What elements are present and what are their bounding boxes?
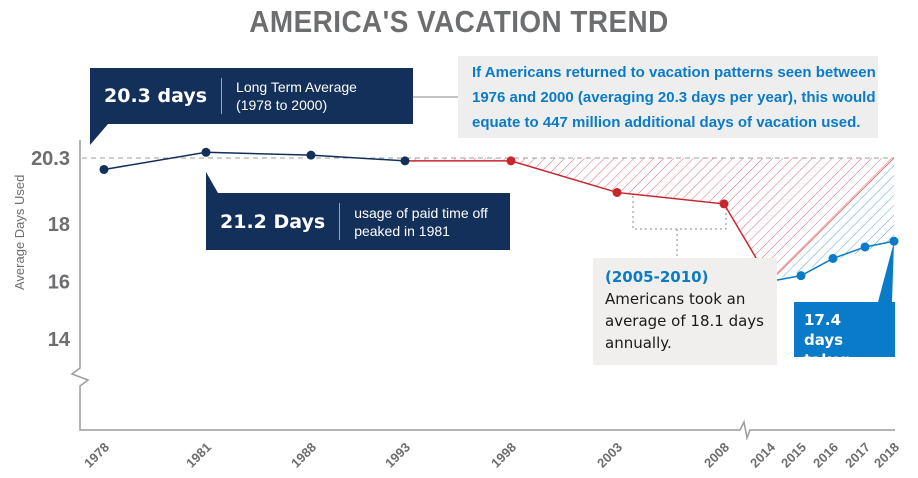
- y-tick-label: 14: [48, 329, 71, 351]
- peak-value: 21.2 Days: [220, 210, 326, 233]
- peak-callout: 21.2 Days usage of paid time off peaked i…: [206, 193, 510, 250]
- y-tick-label: 16: [48, 271, 70, 293]
- gap-area-red: [405, 158, 894, 282]
- data-point-1981: [201, 147, 211, 157]
- divider: [221, 78, 223, 114]
- y-axis-label: Average Days Used: [12, 175, 27, 290]
- period-callout: (2005-2010) Americans took an average of…: [593, 258, 777, 365]
- bracket: [632, 196, 727, 230]
- data-point-2003: [612, 187, 622, 197]
- x-tick-label: 1993: [382, 440, 413, 471]
- data-point-2018: [889, 236, 899, 246]
- x-tick-label: 2016: [810, 440, 841, 471]
- y-tick-label: 20.3: [31, 148, 70, 170]
- y-tick-label: 18: [48, 214, 70, 236]
- data-point-1988: [306, 150, 316, 160]
- recent-callout: 17.4 days taken: [794, 302, 895, 369]
- data-point-2015: [796, 271, 806, 281]
- period-text: Americans took an average of 18.1 days a…: [605, 290, 764, 352]
- data-point-2016: [828, 253, 838, 263]
- chart-title: AMERICA'S VACATION TREND: [249, 4, 669, 39]
- summary-note: If Americans returned to vacation patter…: [458, 56, 878, 138]
- callout-pointer: [206, 172, 218, 193]
- x-tick-label: 1998: [488, 440, 519, 471]
- x-tick-label: 2014: [747, 439, 779, 471]
- average-range: (1978 to 2000): [236, 97, 328, 113]
- average-callout: 20.3 days Long Term Average (1978 to 2000…: [90, 68, 413, 124]
- x-tick-label: 1978: [81, 440, 112, 471]
- data-point-2017: [860, 242, 870, 252]
- x-tick-label: 2003: [594, 440, 625, 471]
- callout-pointer: [90, 124, 108, 145]
- hatch-border: [769, 157, 895, 282]
- period-heading: (2005-2010): [605, 268, 709, 286]
- data-point-1978: [99, 164, 109, 174]
- average-label: Long Term Average: [236, 79, 357, 95]
- x-tick-label: 2018: [871, 440, 902, 471]
- data-point-1998: [506, 156, 516, 166]
- divider: [339, 203, 341, 240]
- recent-line1: 17.4 days: [804, 311, 844, 349]
- data-point-2008: [719, 199, 729, 209]
- data-point-1993: [400, 156, 410, 166]
- x-tick-label: 2017: [842, 440, 873, 471]
- series-line: [103, 151, 406, 171]
- peak-line2: peaked in 1981: [354, 222, 450, 239]
- axes: [70, 140, 895, 441]
- callout-pointer: [878, 242, 894, 302]
- peak-line1: usage of paid time off: [354, 204, 488, 221]
- recent-line2: taken: [804, 351, 852, 369]
- x-tick-label: 1981: [183, 440, 214, 471]
- x-tick-label: 2015: [778, 440, 809, 471]
- x-tick-label: 1988: [288, 440, 319, 471]
- average-value: 20.3 days: [104, 85, 208, 107]
- x-tick-label: 2008: [701, 440, 732, 471]
